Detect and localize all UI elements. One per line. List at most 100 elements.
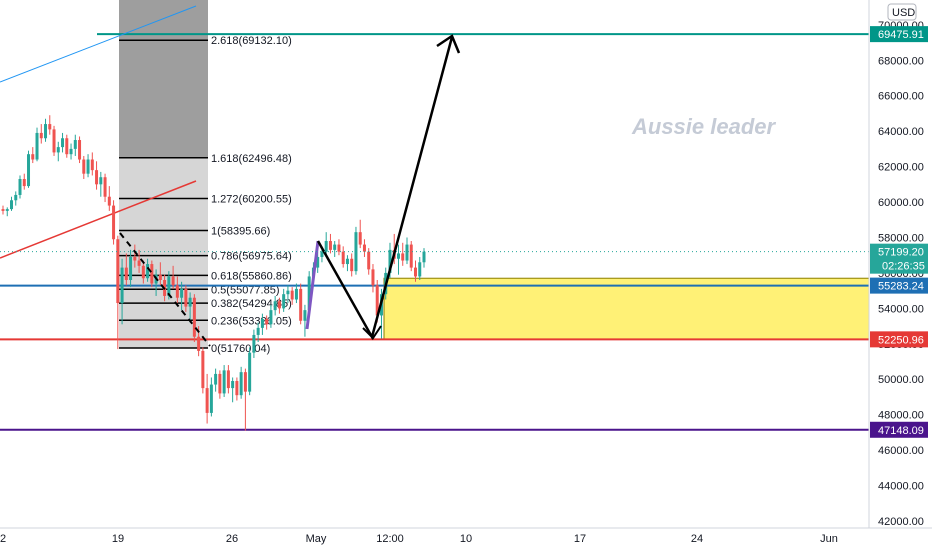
candle-body <box>324 241 328 252</box>
time-tick-label: 26 <box>226 533 238 545</box>
candle-body <box>226 370 230 389</box>
candle-body <box>180 288 184 298</box>
price-label-text: 47148.09 <box>878 425 924 437</box>
candle-body <box>350 258 354 272</box>
price-tick-label: 60000.00 <box>878 197 924 209</box>
candle-body <box>418 262 422 277</box>
candle-body <box>116 239 120 304</box>
price-labels: 69475.91 57199.20 02:26:35 55283.24 52250.96… <box>870 26 928 438</box>
price-tick-label: 58000.00 <box>878 232 924 244</box>
candle-body <box>260 318 264 328</box>
price-tick-label: 66000.00 <box>878 91 924 103</box>
currency-badge <box>887 3 917 21</box>
candle-body <box>167 276 171 296</box>
price-axis-ticks: 42000.00 44000.00 46000.00 48000.00 50000.00… <box>878 20 924 528</box>
candle-body <box>18 179 22 195</box>
candle-body <box>358 232 362 245</box>
time-tick-label: Jun <box>820 533 838 545</box>
candle-body <box>248 352 252 392</box>
candle-body <box>112 205 116 240</box>
candle-body <box>316 256 320 268</box>
price-tick-label: 68000.00 <box>878 55 924 67</box>
candle-body <box>256 327 260 335</box>
demand-zone[interactable] <box>383 277 870 340</box>
candle-body <box>120 267 124 304</box>
candle-body <box>129 256 133 281</box>
candle-body <box>78 140 82 160</box>
candle-body <box>73 140 77 149</box>
candle-body <box>405 244 409 261</box>
fib-level-label: 0.786(56975.64) <box>211 251 292 263</box>
candle-body <box>307 276 311 311</box>
candle-body <box>48 124 52 130</box>
time-axis[interactable] <box>0 528 932 550</box>
candle-body <box>137 260 141 266</box>
time-tick-label: 12:00 <box>376 533 404 545</box>
candle-body <box>175 285 179 298</box>
candle-body <box>328 241 332 250</box>
candle-body <box>209 384 213 413</box>
candle-body <box>367 251 371 270</box>
candle-body <box>375 285 379 316</box>
candle-body <box>35 132 39 160</box>
candle-body <box>303 310 307 321</box>
price-label-text: 52250.96 <box>878 334 924 346</box>
purple-impulse-arrow[interactable] <box>305 240 320 330</box>
candle-body <box>99 177 103 185</box>
candle-body <box>69 148 73 155</box>
candle-body <box>5 209 9 211</box>
candle-body <box>282 294 286 309</box>
candle-body <box>197 336 201 351</box>
candle-body <box>27 154 31 187</box>
time-axis-ticks: 2 19 26 May 12:00 10 17 24 Jun <box>0 533 838 545</box>
candle-body <box>103 177 107 197</box>
fib-level-label: 0.236(53326.05) <box>211 315 292 327</box>
candle-body <box>82 159 86 174</box>
candlesticks <box>1 115 426 431</box>
fib-level-label: 1(58395.66) <box>211 225 270 237</box>
candle-body <box>44 124 48 139</box>
candle-body <box>277 301 281 309</box>
time-tick-label: May <box>306 533 327 545</box>
red-trendline[interactable] <box>0 180 197 259</box>
fib-level-label: 1.272(60200.55) <box>211 193 292 205</box>
candle-body <box>65 138 69 155</box>
fib-level-label: 0.618(55860.86) <box>211 270 292 282</box>
price-tick-label: 50000.00 <box>878 374 924 386</box>
candle-body <box>39 132 43 139</box>
price-label-badge <box>870 277 928 294</box>
price-label-text: 69475.91 <box>878 29 924 41</box>
candle-body <box>141 265 145 279</box>
time-tick-label: 19 <box>112 533 124 545</box>
arrow-head-up <box>436 34 461 54</box>
price-tick-label: 48000.00 <box>878 410 924 422</box>
candle-body <box>337 244 341 252</box>
candle-body <box>235 381 239 396</box>
fib-level-label: 0.5(55077.85) <box>211 284 280 296</box>
price-tick-label: 54000.00 <box>878 303 924 315</box>
horizontal-lines[interactable] <box>0 33 869 431</box>
candle-body <box>265 318 269 325</box>
price-tick-label: 42000.00 <box>878 516 924 528</box>
price-tick-label: 62000.00 <box>878 162 924 174</box>
candle-body <box>269 310 273 325</box>
candle-body <box>362 244 366 252</box>
candle-body <box>333 244 337 250</box>
candle-body <box>409 244 413 268</box>
candle-body <box>52 129 56 153</box>
candle-body <box>124 267 128 281</box>
candle-body <box>133 256 137 261</box>
candle-body <box>252 334 256 353</box>
candle-body <box>396 253 400 259</box>
blue-trendline[interactable] <box>0 5 197 83</box>
candle-body <box>413 267 417 277</box>
price-label-text: 55283.24 <box>878 281 924 293</box>
price-label-badge <box>870 243 928 274</box>
candle-body <box>231 381 235 389</box>
currency-label: USD <box>892 7 915 19</box>
candle-body <box>341 251 345 265</box>
candle-body <box>205 388 209 413</box>
fib-level-label: 0.382(54294.85) <box>211 298 292 310</box>
price-tick-label: 64000.00 <box>878 126 924 138</box>
